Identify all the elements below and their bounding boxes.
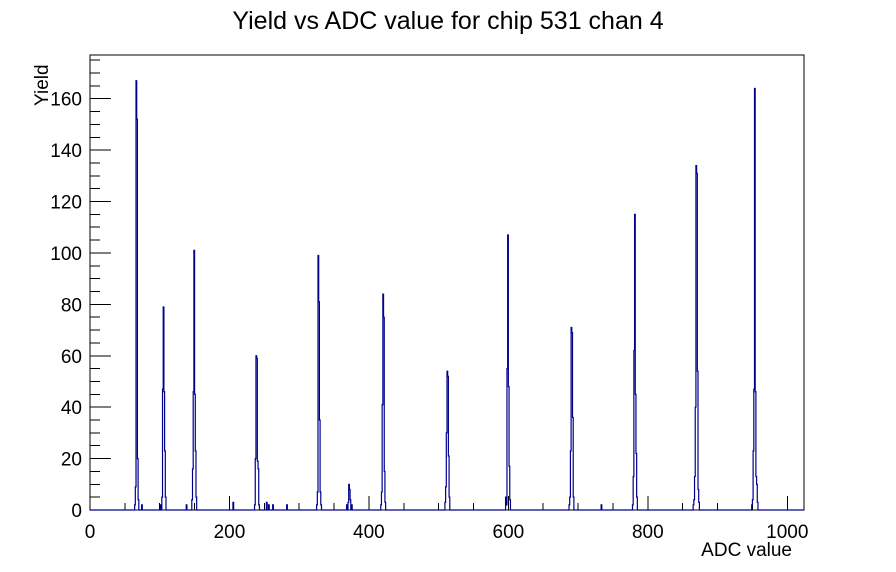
y-tick-label: 100 [50, 244, 82, 265]
x-tick-label: 800 [632, 522, 664, 543]
chart-title: Yield vs ADC value for chip 531 chan 4 [232, 7, 664, 35]
y-tick-label: 0 [71, 501, 82, 522]
y-tick-label: 40 [61, 398, 82, 419]
x-tick-label: 0 [85, 522, 96, 543]
plot-frame [89, 54, 805, 511]
x-tick-label: 400 [353, 522, 385, 543]
x-tick-label: 1000 [766, 522, 808, 543]
x-tick-label: 200 [214, 522, 246, 543]
y-tick-label: 140 [50, 141, 82, 162]
histogram-path [90, 80, 804, 511]
y-tick-label: 60 [61, 347, 82, 368]
y-axis-label: Yield [32, 64, 53, 106]
x-axis-label: ADC value [701, 540, 792, 561]
y-tick-label: 120 [50, 193, 82, 214]
y-tick-label: 20 [61, 450, 82, 471]
y-tick-label: 80 [61, 295, 82, 316]
y-tick-label: 160 [50, 90, 82, 111]
x-tick-label: 600 [493, 522, 525, 543]
